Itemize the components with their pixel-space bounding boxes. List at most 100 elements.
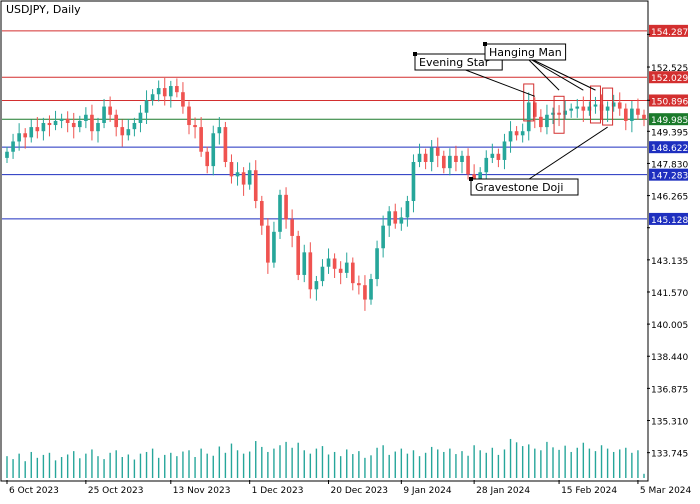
candle-body [441, 155, 446, 169]
y-tick-label: 152.525 [651, 64, 688, 74]
candle-body [65, 118, 70, 123]
candle-body [423, 153, 428, 162]
x-tick-label: 20 Dec 2023 [331, 486, 389, 496]
pattern-box [553, 95, 565, 134]
candle-body [581, 106, 586, 111]
candle-body [253, 170, 258, 202]
candle-body [532, 102, 537, 117]
candle-body [284, 194, 288, 220]
level-label-bg [649, 71, 688, 84]
candle-body [357, 283, 361, 286]
candle-body [120, 127, 125, 136]
annotation-anchor [413, 52, 417, 56]
candle-body [344, 262, 349, 273]
candle-body [630, 108, 634, 121]
x-tick-label: 9 Jan 2024 [403, 486, 451, 496]
candle-body [302, 252, 307, 275]
candle-body [623, 108, 628, 121]
x-tick-label: 15 Feb 2024 [561, 486, 617, 496]
level-label: 154.287 [651, 28, 688, 38]
candle-body [484, 157, 489, 173]
candle-body [114, 114, 119, 128]
candle-body [642, 114, 646, 119]
pattern-box [602, 87, 614, 126]
candle-body [205, 151, 210, 167]
candle-body [520, 131, 525, 136]
candle-body [193, 125, 197, 128]
candle-body [326, 258, 331, 267]
candle-body [429, 147, 434, 162]
candle-body [539, 116, 543, 128]
annotation-anchor [483, 42, 487, 46]
level-label-bg [649, 168, 688, 181]
candle-body [278, 194, 282, 232]
candle-body [350, 262, 355, 284]
candle-body [47, 122, 52, 126]
candle-body [332, 258, 337, 269]
candle-body [259, 201, 264, 226]
candle-body [526, 102, 531, 132]
level-label: 150.896 [651, 97, 688, 107]
candle-body [290, 219, 294, 236]
x-tick-label: 1 Dec 2023 [252, 486, 304, 496]
y-tick-label: 133.745 [651, 450, 688, 460]
candle-body [393, 211, 398, 224]
candle-body [272, 231, 276, 263]
candle-body [17, 133, 21, 142]
candle-body [320, 266, 325, 282]
x-tick-label: 5 Mar 2024 [640, 486, 692, 496]
price-axis: 154.287 152.029 150.896 149.985 148.622 147.2… [647, 24, 688, 460]
level-label: 145.128 [651, 216, 688, 226]
candle-body [211, 133, 216, 167]
candle-body [168, 86, 173, 97]
candle-body [454, 155, 458, 162]
time-axis: 6 Oct 2023 25 Oct 2023 13 Nov 2023 1 Dec 20… [6, 480, 692, 496]
candle-body [551, 112, 555, 115]
annotation-anchor [469, 177, 473, 181]
candle-body [90, 114, 94, 132]
candle-body [508, 131, 513, 142]
annotation-arrow [524, 55, 596, 91]
candle-body [478, 172, 483, 183]
candle-body [162, 88, 167, 97]
candle-body [587, 106, 592, 111]
candle-body [460, 155, 464, 162]
plot-frame [0, 0, 649, 482]
price-levels [2, 30, 647, 220]
annotation-label: Hanging Man [489, 46, 562, 59]
candle-body [557, 112, 561, 115]
pattern-box [523, 83, 535, 122]
annotation-arrow [524, 55, 560, 91]
candle-body [563, 110, 567, 115]
candle-body [575, 106, 580, 109]
symbol-label: USDJPY, Daily [6, 3, 81, 16]
candle-body [41, 122, 46, 132]
candle-body [126, 129, 131, 136]
candle-body [296, 235, 301, 275]
candle-body [411, 162, 416, 202]
candle-body [599, 104, 604, 111]
y-tick-label: 140.005 [651, 321, 688, 331]
candle-body [266, 225, 270, 263]
candle-body [472, 174, 476, 183]
candle-body [132, 122, 137, 130]
candle-body [466, 155, 470, 175]
candles [5, 78, 646, 311]
candle-body [387, 211, 392, 226]
candle-body [569, 108, 574, 111]
level-label-bg [649, 24, 688, 37]
candle-body [156, 88, 161, 95]
candle-body [175, 86, 179, 93]
candle-body [102, 106, 106, 123]
y-tick-label: 141.570 [651, 289, 688, 299]
candle-body [369, 279, 373, 300]
x-tick-label: 25 Oct 2023 [88, 486, 144, 496]
volume-bars [6, 438, 645, 478]
candle-body [405, 201, 410, 218]
candle-body [217, 127, 222, 134]
annotation-box [484, 43, 567, 61]
y-tick-label: 135.310 [651, 418, 688, 428]
y-tick-label: 147.830 [651, 160, 688, 170]
